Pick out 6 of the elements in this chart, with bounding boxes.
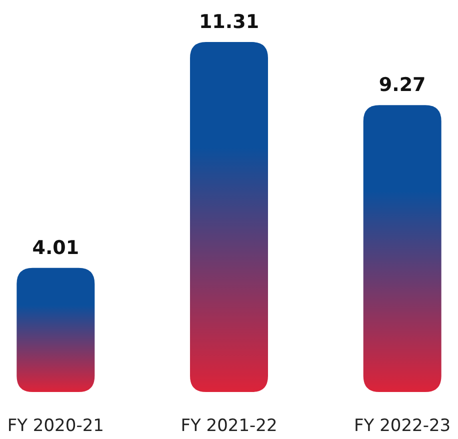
data-label: 11.31 — [198, 11, 260, 33]
data-label: 9.27 — [378, 74, 426, 96]
x-tick-label: FY 2021-22 — [180, 416, 278, 436]
x-tick-label: FY 2020-21 — [7, 416, 104, 436]
data-label: 4.01 — [32, 236, 80, 259]
x-tick-label: FY 2022-23 — [354, 416, 451, 436]
